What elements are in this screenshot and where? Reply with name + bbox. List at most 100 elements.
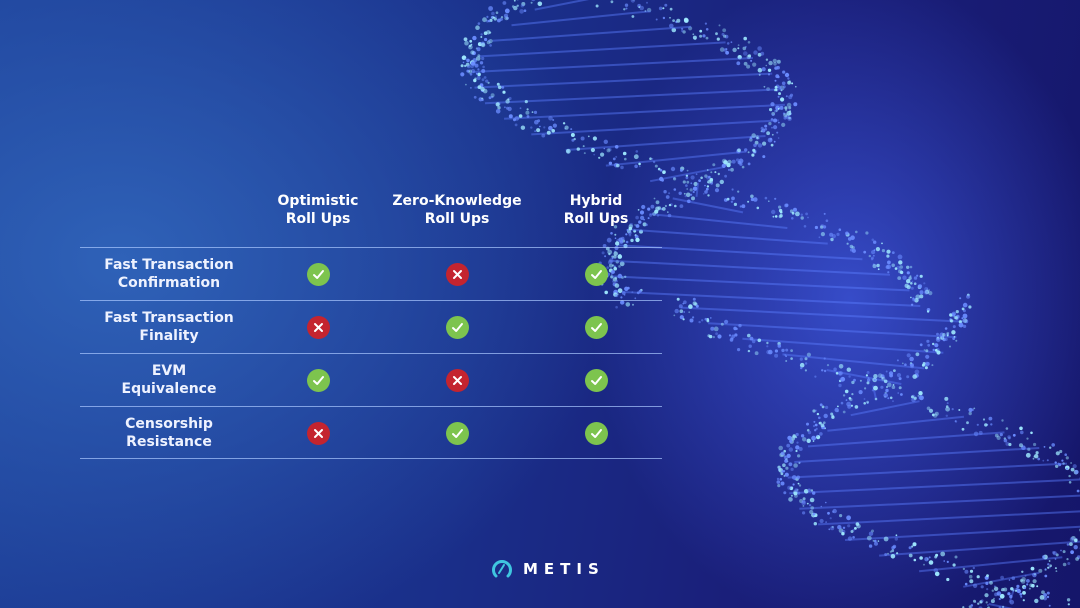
logo-text: METIS [523, 560, 605, 578]
dna-dot [987, 604, 989, 606]
dna-dot [778, 92, 781, 96]
dna-dot [1070, 551, 1074, 555]
dna-dot [942, 333, 946, 337]
dna-dot [766, 349, 771, 355]
dna-dot [933, 568, 939, 573]
dna-dot [617, 254, 623, 259]
dna-rung [782, 353, 925, 370]
dna-dot [776, 480, 781, 484]
dna-dot [962, 318, 966, 322]
dna-dot [1020, 430, 1024, 435]
dna-dot [1044, 568, 1047, 571]
dna-dot [935, 553, 939, 557]
dna-dot [1075, 557, 1079, 561]
dna-dot [707, 194, 710, 197]
dna-dot [667, 213, 672, 218]
dna-dot [910, 303, 914, 306]
dna-dot [780, 472, 784, 476]
dna-dot [681, 29, 684, 33]
dna-dot [615, 305, 618, 309]
dna-dot [780, 89, 783, 92]
dna-dot [968, 411, 972, 416]
dna-dot [502, 1, 507, 5]
dna-dot [768, 200, 770, 202]
dna-dot [670, 166, 676, 172]
dna-dot [961, 317, 964, 320]
dna-dot [890, 554, 896, 559]
column-header-line: Hybrid [569, 193, 623, 209]
dna-dot [918, 391, 923, 396]
dna-dot [777, 108, 780, 110]
dna-dot [1062, 462, 1065, 465]
dna-dot [796, 441, 799, 444]
dna-dot [868, 544, 873, 548]
dna-dot [877, 373, 883, 379]
dna-dot [692, 316, 695, 319]
dna-dot [774, 67, 777, 70]
dna-dot [611, 270, 615, 274]
dna-dot [505, 99, 510, 104]
dna-dot [784, 455, 787, 458]
dna-dot [487, 81, 490, 84]
dna-dot [973, 407, 976, 410]
dna-dot [790, 357, 793, 360]
column-header-line: Roll Ups [285, 211, 351, 227]
dna-dot [582, 145, 585, 148]
dna-dot [899, 270, 904, 275]
dna-dot [635, 224, 640, 228]
dna-dot [788, 116, 791, 120]
dna-dot [788, 462, 793, 467]
dna-dot [673, 188, 677, 191]
dna-dot [741, 204, 746, 209]
dna-dot [984, 423, 988, 427]
dna-rung [472, 57, 753, 73]
dna-dot [777, 484, 781, 488]
dna-dot [491, 95, 494, 99]
dna-dot [472, 35, 477, 41]
dna-dot [847, 536, 853, 541]
dna-dot [508, 96, 512, 101]
dna-dot [951, 311, 957, 316]
dna-dot [473, 95, 477, 99]
dna-dot [1069, 542, 1073, 546]
dna-dot [924, 557, 929, 562]
dna-rung [672, 197, 744, 214]
dna-dot [1070, 462, 1072, 464]
dna-dot [835, 372, 839, 375]
dna-dot [607, 249, 613, 255]
row-label-line: Finality [139, 328, 199, 344]
dna-dot [989, 580, 993, 585]
metis-logo: METIS [491, 558, 605, 580]
dna-dot [990, 599, 995, 604]
dna-dot [1001, 419, 1004, 422]
dna-dot [743, 36, 747, 41]
dna-dot [656, 214, 660, 217]
dna-dot [848, 375, 851, 378]
dna-dot [1016, 584, 1020, 589]
dna-dot [771, 113, 775, 117]
dna-dot [1038, 568, 1043, 573]
dna-rung [789, 478, 1080, 495]
dna-dot [784, 106, 788, 110]
dna-dot [476, 47, 481, 52]
dna-dot [919, 290, 924, 295]
dna-dot [891, 263, 895, 268]
dna-dot [715, 183, 720, 188]
dna-dot [958, 322, 964, 328]
dna-dot [774, 79, 777, 82]
dna-dot [718, 24, 721, 27]
dna-dot [932, 348, 935, 352]
dna-dot [1046, 459, 1049, 462]
dna-dot [730, 337, 733, 340]
dna-dot [876, 263, 880, 268]
dna-rung [610, 259, 891, 276]
dna-dot [845, 399, 848, 401]
dna-dot [806, 429, 810, 432]
dna-dot [996, 591, 1002, 596]
dna-dot [949, 319, 953, 322]
dna-dot [924, 289, 930, 295]
dna-dot [495, 11, 499, 14]
dna-dot [912, 374, 917, 379]
dna-dot [477, 72, 481, 77]
dna-dot [620, 296, 623, 299]
